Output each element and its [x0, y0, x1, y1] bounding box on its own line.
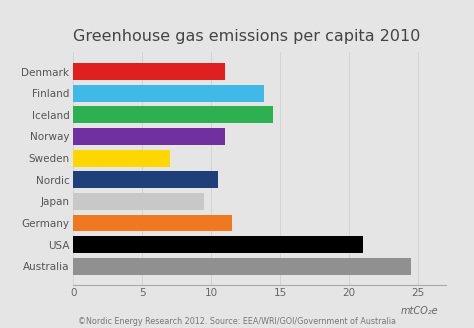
Bar — [73, 63, 225, 80]
Bar — [73, 171, 218, 188]
Bar — [73, 106, 273, 123]
Text: mtCO₂e: mtCO₂e — [401, 306, 438, 317]
Text: Greenhouse gas emissions per capita 2010: Greenhouse gas emissions per capita 2010 — [73, 30, 421, 44]
Bar — [73, 150, 170, 167]
Bar — [73, 85, 264, 102]
Text: ©Nordic Energy Research 2012. Source: EEA/WRI/GOI/Government of Australia: ©Nordic Energy Research 2012. Source: EE… — [78, 318, 396, 326]
Bar — [73, 193, 204, 210]
Bar — [73, 215, 232, 232]
Bar — [73, 236, 363, 253]
Bar — [73, 128, 225, 145]
Bar — [73, 258, 411, 275]
